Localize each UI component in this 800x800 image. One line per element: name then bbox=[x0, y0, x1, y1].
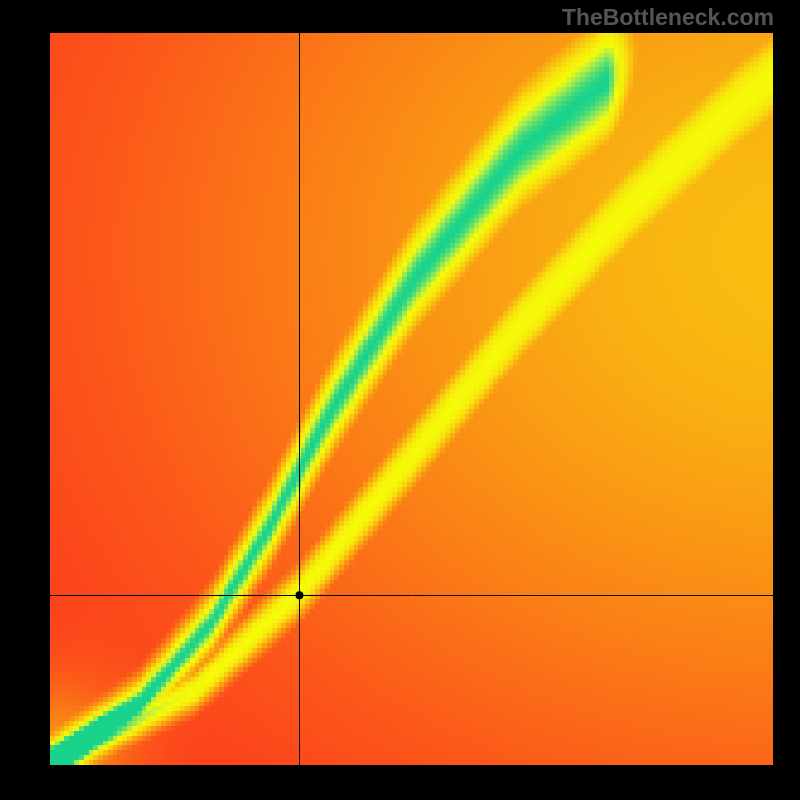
bottleneck-heatmap bbox=[0, 0, 800, 800]
watermark-label: TheBottleneck.com bbox=[562, 4, 774, 31]
